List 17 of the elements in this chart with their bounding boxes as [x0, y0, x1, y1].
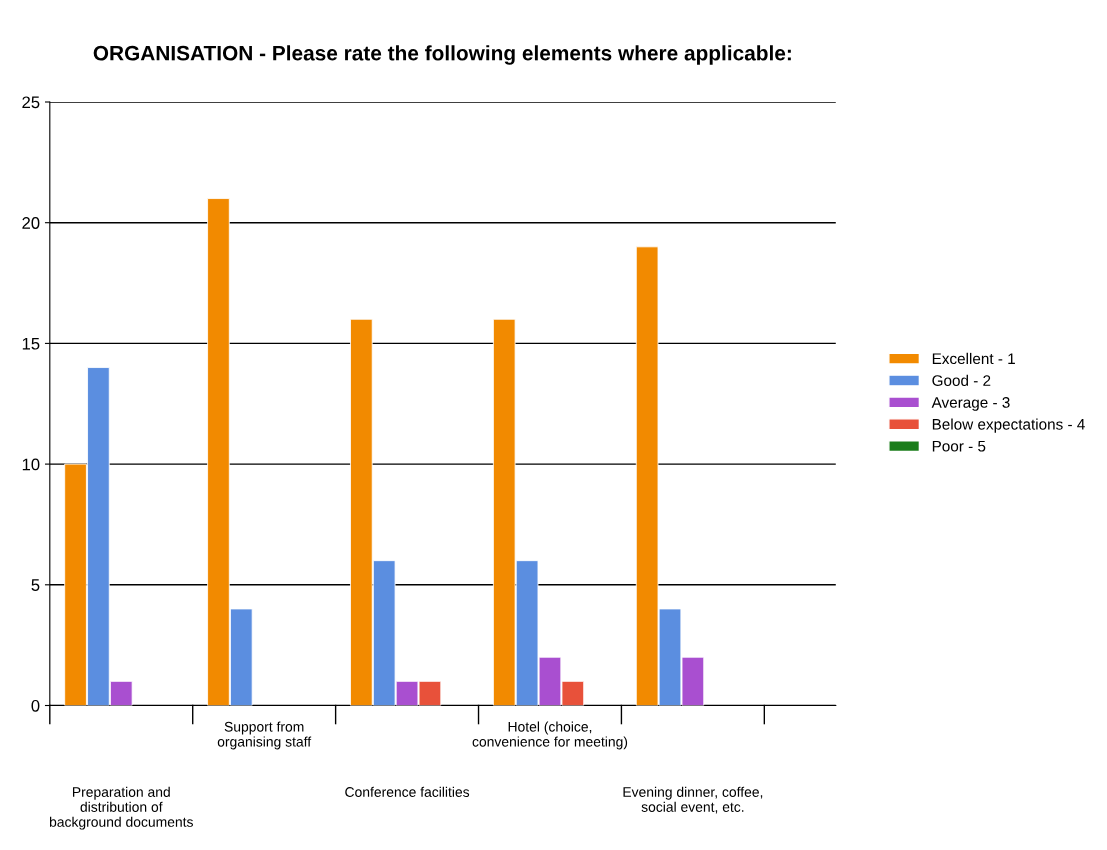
legend-label: Good - 2 [932, 374, 991, 386]
x-tick-label: Conference facilities [345, 786, 470, 797]
y-tick-label: 25 [22, 96, 40, 109]
legend-label: Average - 3 [931, 397, 1010, 411]
legend-label: Below expectations - 4 [932, 418, 1085, 433]
y-tick-label: 10 [22, 458, 40, 471]
legend-label: Poor - 5 [932, 440, 986, 452]
y-tick-label: 0 [31, 699, 40, 712]
legend-label: Excellent - 1 [932, 352, 1015, 365]
y-tick-label: 15 [22, 337, 40, 350]
y-tick-label: 5 [31, 579, 40, 591]
chart-title: ORGANISATION - Please rate the following elements where applicable: [93, 45, 791, 65]
x-tick-label: Evening dinner, coffee, social event, etc. [623, 786, 763, 814]
y-tick-label: 20 [22, 217, 40, 229]
x-tick-label: Preparation and distribution of background documents [49, 786, 193, 830]
x-tick-label: Hotel (choice, convenience for meeting) [472, 721, 628, 750]
x-tick-label: Support from organising staff [217, 721, 312, 750]
